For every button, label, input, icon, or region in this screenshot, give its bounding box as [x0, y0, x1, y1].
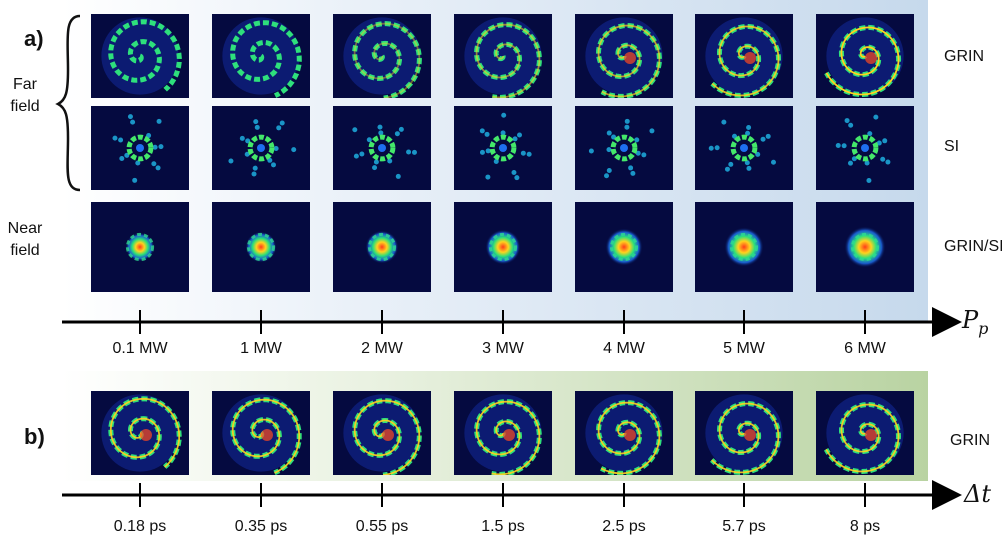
power-tick-label: 0.1 MW: [112, 340, 168, 357]
power-tick-label: 5 MW: [723, 340, 765, 357]
time-delay-grin-image: [91, 391, 189, 475]
time-tick-label: 1.5 ps: [481, 518, 525, 535]
near-field-label: Near field: [7, 220, 43, 259]
time-delay-grin-image: [575, 391, 673, 475]
panel-a-label: a): [24, 26, 44, 51]
time-axis-variable: Δt: [964, 480, 991, 508]
time-tick-label: 0.55 ps: [355, 518, 409, 535]
time-delay-grin-image: [333, 391, 431, 475]
far-field-si-image: [695, 106, 793, 190]
time-tick-label: 8 ps: [849, 518, 881, 535]
fiber-label-grin: GRIN: [944, 48, 984, 65]
far-field-grin-image: [212, 14, 310, 98]
far-field-grin-image: [695, 14, 793, 98]
far-field-si-image: [575, 106, 673, 190]
far-field-grin-image: [454, 14, 552, 98]
far-field-label: Far field: [10, 76, 40, 115]
power-tick-label: 1 MW: [240, 340, 282, 357]
far-field-si-image: [454, 106, 552, 190]
power-axis-variable: Pp: [962, 306, 989, 338]
far-field-si-image: [91, 106, 189, 190]
time-delay-grin-image: [695, 391, 793, 475]
power-tick-label: 4 MW: [603, 340, 645, 357]
time-delay-grin-image: [816, 391, 914, 475]
power-tick-label: 6 MW: [844, 340, 886, 357]
fiber-label-si: SI: [944, 138, 960, 155]
fiber-label-grin-si: GRIN/SI: [944, 238, 1002, 255]
power-tick-label: 3 MW: [482, 340, 524, 357]
near-field-image: [212, 202, 310, 292]
time-tick-label: 0.18 ps: [113, 518, 167, 535]
near-field-image: [333, 202, 431, 292]
time-delay-grin-image: [212, 391, 310, 475]
far-field-grin-image: [333, 14, 431, 98]
far-field-si-image: [212, 106, 310, 190]
power-tick-label: 2 MW: [361, 340, 403, 357]
far-field-grin-image: [91, 14, 189, 98]
far-field-grin-image: [575, 14, 673, 98]
far-field-grin-image: [816, 14, 914, 98]
near-field-image: [575, 202, 673, 292]
near-field-image: [695, 202, 793, 292]
fiber-label-grin-b: GRIN: [950, 432, 990, 449]
near-field-image: [816, 202, 914, 292]
time-delay-grin-image: [454, 391, 552, 475]
time-tick-label: 2.5 ps: [602, 518, 646, 535]
time-tick-label: 0.35 ps: [234, 518, 288, 535]
far-field-si-image: [816, 106, 914, 190]
panel-b-label: b): [24, 424, 45, 449]
far-field-si-image: [333, 106, 431, 190]
near-field-image: [454, 202, 552, 292]
near-field-image: [91, 202, 189, 292]
time-tick-label: 5.7 ps: [722, 518, 766, 535]
